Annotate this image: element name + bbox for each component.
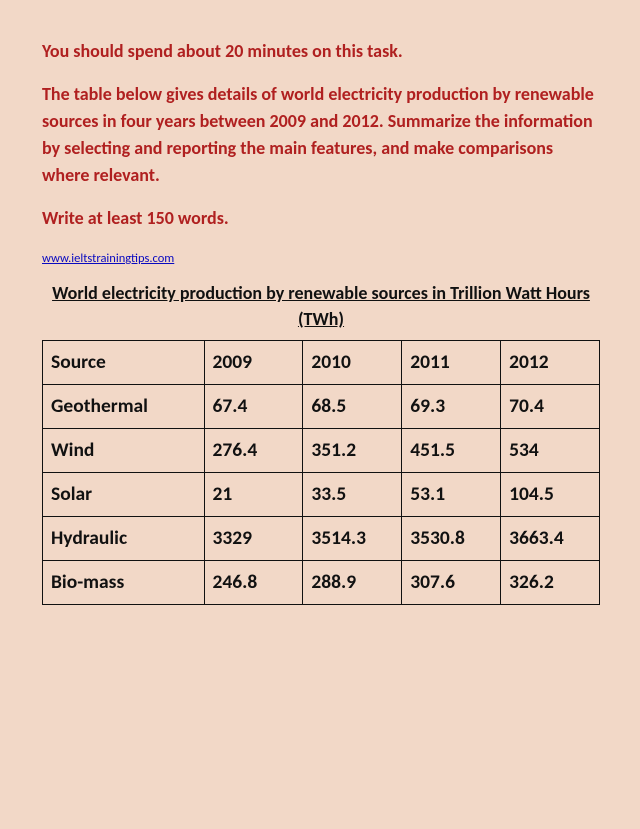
data-table: Source 2009 2010 2011 2012 Geothermal 67… xyxy=(42,340,600,605)
cell: 307.6 xyxy=(402,561,501,605)
cell: Geothermal xyxy=(43,385,205,429)
cell: 3514.3 xyxy=(303,517,402,561)
table-row: Hydraulic 3329 3514.3 3530.8 3663.4 xyxy=(43,517,600,561)
cell: Hydraulic xyxy=(43,517,205,561)
col-header: 2011 xyxy=(402,341,501,385)
cell: 3530.8 xyxy=(402,517,501,561)
cell: 70.4 xyxy=(501,385,600,429)
table-row: Wind 276.4 351.2 451.5 534 xyxy=(43,429,600,473)
page: You should spend about 20 minutes on thi… xyxy=(0,0,640,645)
cell: Solar xyxy=(43,473,205,517)
cell: 288.9 xyxy=(303,561,402,605)
cell: 246.8 xyxy=(204,561,303,605)
cell: 326.2 xyxy=(501,561,600,605)
col-header: Source xyxy=(43,341,205,385)
instruction-words: Write at least 150 words. xyxy=(42,205,600,232)
cell: 351.2 xyxy=(303,429,402,473)
cell: 451.5 xyxy=(402,429,501,473)
cell: 67.4 xyxy=(204,385,303,429)
cell: 33.5 xyxy=(303,473,402,517)
col-header: 2012 xyxy=(501,341,600,385)
cell: 69.3 xyxy=(402,385,501,429)
table-row: Bio-mass 246.8 288.9 307.6 326.2 xyxy=(43,561,600,605)
table-header-row: Source 2009 2010 2011 2012 xyxy=(43,341,600,385)
instruction-task: The table below gives details of world e… xyxy=(42,81,600,189)
cell: 3329 xyxy=(204,517,303,561)
table-title: World electricity production by renewabl… xyxy=(42,280,600,332)
cell: 3663.4 xyxy=(501,517,600,561)
table-row: Solar 21 33.5 53.1 104.5 xyxy=(43,473,600,517)
col-header: 2010 xyxy=(303,341,402,385)
col-header: 2009 xyxy=(204,341,303,385)
cell: 276.4 xyxy=(204,429,303,473)
instruction-time: You should spend about 20 minutes on thi… xyxy=(42,38,600,65)
cell: Bio-mass xyxy=(43,561,205,605)
cell: 53.1 xyxy=(402,473,501,517)
cell: 21 xyxy=(204,473,303,517)
cell: 104.5 xyxy=(501,473,600,517)
cell: Wind xyxy=(43,429,205,473)
table-row: Geothermal 67.4 68.5 69.3 70.4 xyxy=(43,385,600,429)
source-link[interactable]: www.ieltstrainingtips.com xyxy=(42,251,174,266)
cell: 534 xyxy=(501,429,600,473)
cell: 68.5 xyxy=(303,385,402,429)
